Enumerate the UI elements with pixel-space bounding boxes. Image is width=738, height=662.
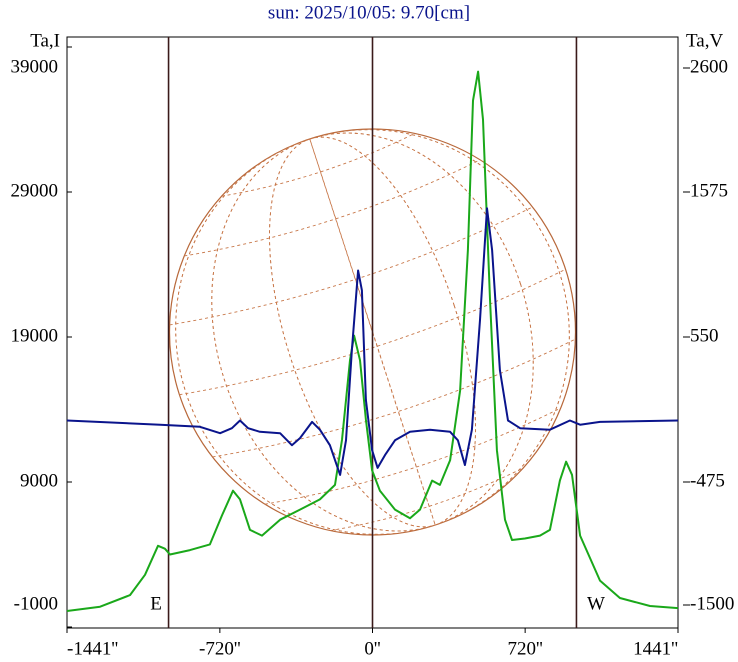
parallel [330, 467, 524, 532]
parallel [179, 268, 566, 396]
y-axis-label: Ta,I [30, 30, 60, 51]
meridian [175, 129, 570, 535]
parallel [212, 338, 576, 458]
y-tick-label: 9000 [20, 470, 58, 491]
x-tick-label: 1441'' [633, 638, 678, 659]
chart-title: sun: 2025/10/05: 9.70[cm] [268, 2, 470, 23]
y-tick-label: 39000 [11, 56, 59, 77]
y2-tick-label: 2600 [690, 56, 728, 77]
annotation: W [587, 593, 605, 614]
parallel [184, 159, 481, 257]
series-line [66, 70, 679, 612]
series-line [66, 207, 679, 476]
parallel [264, 407, 561, 505]
y2-tick-label: -1500 [690, 593, 734, 614]
x-tick-label: 720'' [507, 638, 542, 659]
x-tick-label: -1441'' [67, 638, 118, 659]
annotation: E [150, 593, 162, 614]
x-tick-label: 0'' [364, 638, 380, 659]
y2-tick-label: 1575 [690, 180, 728, 201]
y2-axis-label: Ta,V [686, 30, 723, 51]
parallel [221, 133, 415, 197]
y2-tick-label: -475 [690, 470, 725, 491]
y2-tick-label: 550 [690, 325, 719, 346]
x-tick-label: -720'' [199, 638, 241, 659]
solar-grid [169, 129, 576, 535]
y-tick-label: 29000 [11, 180, 59, 201]
y-tick-label: 19000 [11, 325, 59, 346]
y-tick-label: -1000 [14, 593, 58, 614]
